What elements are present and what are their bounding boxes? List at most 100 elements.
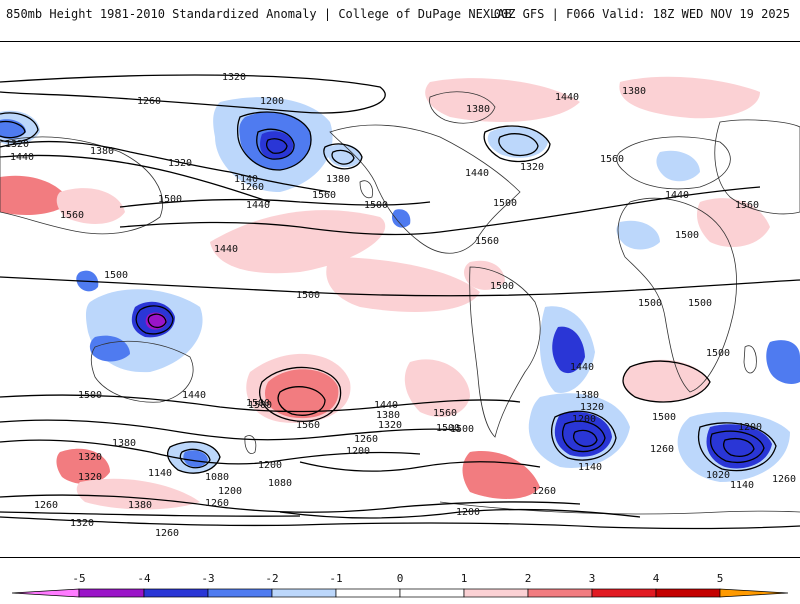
contour-low-hudson <box>483 125 551 163</box>
contour-label: 1080 <box>268 478 292 489</box>
map-canvas: 1320 1260 1200 1320 1440 1380 1320 1140 … <box>0 72 800 539</box>
contour-label: 1380 <box>112 438 136 449</box>
contour-label: 1380 <box>575 390 599 401</box>
contour-label: 1200 <box>218 486 242 497</box>
contour-label: 1440 <box>182 390 206 401</box>
coast-newzealand <box>244 435 257 454</box>
anomaly-positive-southindian <box>56 448 110 484</box>
contour-1260-outer <box>0 516 800 530</box>
contour-1380-south <box>0 419 461 441</box>
contour-label: 1260 <box>354 434 378 445</box>
anomaly-positive-southatlantic <box>623 359 710 402</box>
contour-label: 1200 <box>258 460 282 471</box>
legend-tick: 5 <box>717 572 724 585</box>
legend-tick: -5 <box>72 572 85 585</box>
contour-low-gulf-alaska <box>323 143 363 170</box>
contour-label: 1260 <box>240 182 264 193</box>
contour-label: 1260 <box>137 96 161 107</box>
contour-high-southatlantic <box>622 360 711 403</box>
contour-label: 1500 <box>652 412 676 423</box>
coast-japan <box>359 180 374 199</box>
anomaly-negative-indian-ocean <box>766 340 800 384</box>
legend-swatch-neg4 <box>78 588 145 598</box>
legend-tick: 0 <box>397 572 404 585</box>
contour-low-northpole-2 <box>0 120 26 139</box>
contour-label: 1560 <box>475 236 499 247</box>
legend-scale: -5 -4 -3 -2 -1 0 1 2 3 4 5 <box>11 572 789 598</box>
contour-low-southpacific <box>167 441 221 474</box>
contour-label: 1500 <box>450 424 474 435</box>
contour-label: 1140 <box>234 174 258 185</box>
contour-label: 1320 <box>5 139 29 150</box>
contour-low-southindian-3 <box>723 437 755 457</box>
legend-swatch-pos5 <box>719 588 789 598</box>
contour-label: 1200 <box>346 446 370 457</box>
contour-label: 1440 <box>374 400 398 411</box>
contour-label: 1560 <box>60 210 84 221</box>
contour-1200-south <box>279 508 641 519</box>
contour-label: 1140 <box>148 468 172 479</box>
contour-label: 1380 <box>128 500 152 511</box>
contour-label: 1380 <box>326 174 350 185</box>
contour-label: 1320 <box>78 452 102 463</box>
coast-north-america <box>329 124 521 254</box>
contour-1140-south <box>299 461 541 472</box>
coast-greenland <box>429 91 496 124</box>
contour-label: 1440 <box>465 168 489 179</box>
contour-label: 1500 <box>78 390 102 401</box>
contour-label: 1560 <box>600 154 624 165</box>
contour-label: 1500 <box>246 398 270 409</box>
anomaly-positive-caribbean <box>464 260 505 290</box>
contour-label: 1500 <box>364 200 388 211</box>
contour-1440-north <box>0 154 271 203</box>
contour-label: 1380 <box>376 410 400 421</box>
contour-low-aleutian <box>236 111 312 171</box>
legend-swatch-neg2 <box>207 588 273 598</box>
contour-1500-tropics <box>0 276 800 297</box>
contour-low-southatlantic <box>551 410 617 461</box>
contour-label: 1500 <box>490 281 514 292</box>
contour-label: 1500 <box>638 298 662 309</box>
coast-africa <box>617 197 737 393</box>
coastlines <box>0 91 800 515</box>
legend-ticks: -5 -4 -3 -2 -1 0 1 2 3 4 5 <box>72 572 723 585</box>
anomaly-negative-southamerica-core <box>552 326 585 374</box>
anomaly-positive-southpacific-core <box>264 369 339 419</box>
contour-low-southatlantic-2 <box>562 420 606 453</box>
contour-label: 1380 <box>466 104 490 115</box>
model-run-info: 00Z GFS | F066 Valid: 18Z WED NOV 19 202… <box>493 7 790 21</box>
contour-label: 1560 <box>735 200 759 211</box>
contour-label: 1560 <box>433 408 457 419</box>
contour-label: 1500 <box>675 230 699 241</box>
contour-1440-south <box>0 394 521 413</box>
legend-tick: -4 <box>137 572 151 585</box>
contour-label: 1140 <box>730 480 754 491</box>
contour-label: 1500 <box>706 348 730 359</box>
contour-label: 1320 <box>222 72 246 83</box>
contour-label: 1260 <box>532 486 556 497</box>
anomaly-map: 1320 1260 1200 1320 1440 1380 1320 1140 … <box>0 41 800 558</box>
contour-label: 1500 <box>296 290 320 301</box>
contour-label: 1200 <box>260 96 284 107</box>
contour-label: 1500 <box>493 198 517 209</box>
contour-1320-north <box>0 74 386 114</box>
contour-low-gulf-alaska-2 <box>331 149 355 165</box>
anomaly-negative-australia <box>89 335 130 362</box>
contour-low-southatlantic-3 <box>573 429 598 447</box>
contour-label: 1260 <box>205 498 229 509</box>
anomaly-positive-africa <box>697 198 770 247</box>
contour-label: 1320 <box>70 518 94 529</box>
legend-swatch-pos4 <box>655 588 721 598</box>
anomaly-negative-northpole-core <box>0 119 26 139</box>
contour-label: 1440 <box>665 190 689 201</box>
anomaly-positive-asia-2 <box>56 188 125 224</box>
legend-tick: -2 <box>265 572 278 585</box>
map-title: 850mb Height 1981-2010 Standardized Anom… <box>6 7 512 21</box>
anomaly-negative-westafrica <box>616 220 660 250</box>
contour-low-aleutian-2 <box>256 128 295 160</box>
contour-label: 1200 <box>456 507 480 518</box>
contour-label: 1440 <box>246 200 270 211</box>
contour-label: 1020 <box>706 470 730 481</box>
contour-label: 1320 <box>78 472 102 483</box>
contour-label: 1440 <box>10 152 34 163</box>
